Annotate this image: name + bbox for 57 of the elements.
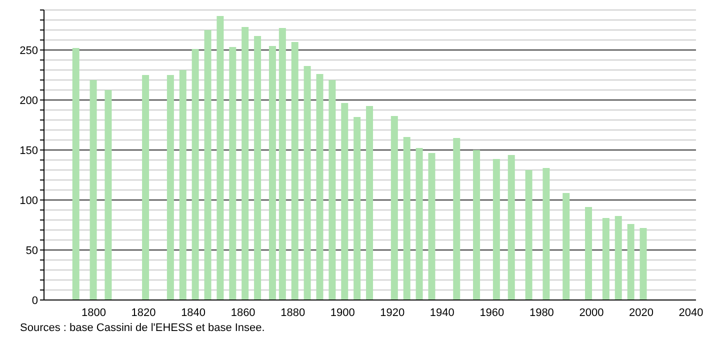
bar <box>562 193 570 300</box>
bar <box>341 103 348 300</box>
bar <box>614 216 622 300</box>
y-tick-label: 200 <box>20 94 38 107</box>
y-tick-label: 100 <box>20 194 38 207</box>
bar <box>508 155 515 300</box>
bar <box>90 80 97 300</box>
bar <box>428 153 436 300</box>
bar <box>229 47 236 300</box>
y-tick-label: 250 <box>20 44 38 57</box>
bar <box>640 228 647 300</box>
bar <box>278 28 286 300</box>
bar <box>585 207 592 300</box>
y-tick-label: 50 <box>26 244 38 257</box>
x-tick-label: 1940 <box>430 306 454 319</box>
x-tick-label: 1900 <box>330 306 355 319</box>
bar <box>390 116 398 300</box>
bar <box>72 48 80 300</box>
source-note: Sources : base Cassini de l'EHESS et base Insee. <box>20 322 266 334</box>
bar <box>179 70 186 300</box>
bar <box>366 106 374 300</box>
x-tick-label: 1840 <box>181 306 206 319</box>
bar <box>291 42 298 300</box>
bar <box>328 80 336 300</box>
bar <box>354 117 361 300</box>
x-tick-label: 1800 <box>82 306 106 319</box>
x-tick-label: 1880 <box>280 306 306 319</box>
x-tick-label: 1920 <box>380 306 405 319</box>
x-tick-label: 1960 <box>480 306 504 319</box>
bar <box>204 30 212 300</box>
bar <box>453 138 460 300</box>
bar <box>166 75 174 300</box>
bar <box>473 150 480 300</box>
bar <box>492 159 500 300</box>
bar <box>304 66 311 300</box>
bar <box>602 218 610 300</box>
bar <box>525 170 532 300</box>
x-tick-label: 2020 <box>629 306 654 319</box>
x-tick-label: 1820 <box>131 306 156 319</box>
bar <box>104 90 112 300</box>
bar <box>142 75 150 300</box>
bar <box>254 36 262 300</box>
x-tick-label: 1980 <box>529 306 554 319</box>
bar <box>268 46 276 300</box>
bar <box>403 137 410 300</box>
bar <box>216 16 224 300</box>
y-tick-label: 0 <box>32 294 38 307</box>
y-tick-label: 150 <box>20 144 38 157</box>
bar <box>192 49 199 300</box>
bar <box>242 27 249 300</box>
bar <box>416 148 423 300</box>
bar <box>627 224 634 300</box>
bar <box>316 74 324 300</box>
bar <box>542 168 550 300</box>
x-tick-label: 2000 <box>579 306 604 319</box>
x-tick-label: 1860 <box>230 306 256 319</box>
x-tick-label: 2040 <box>678 306 704 319</box>
